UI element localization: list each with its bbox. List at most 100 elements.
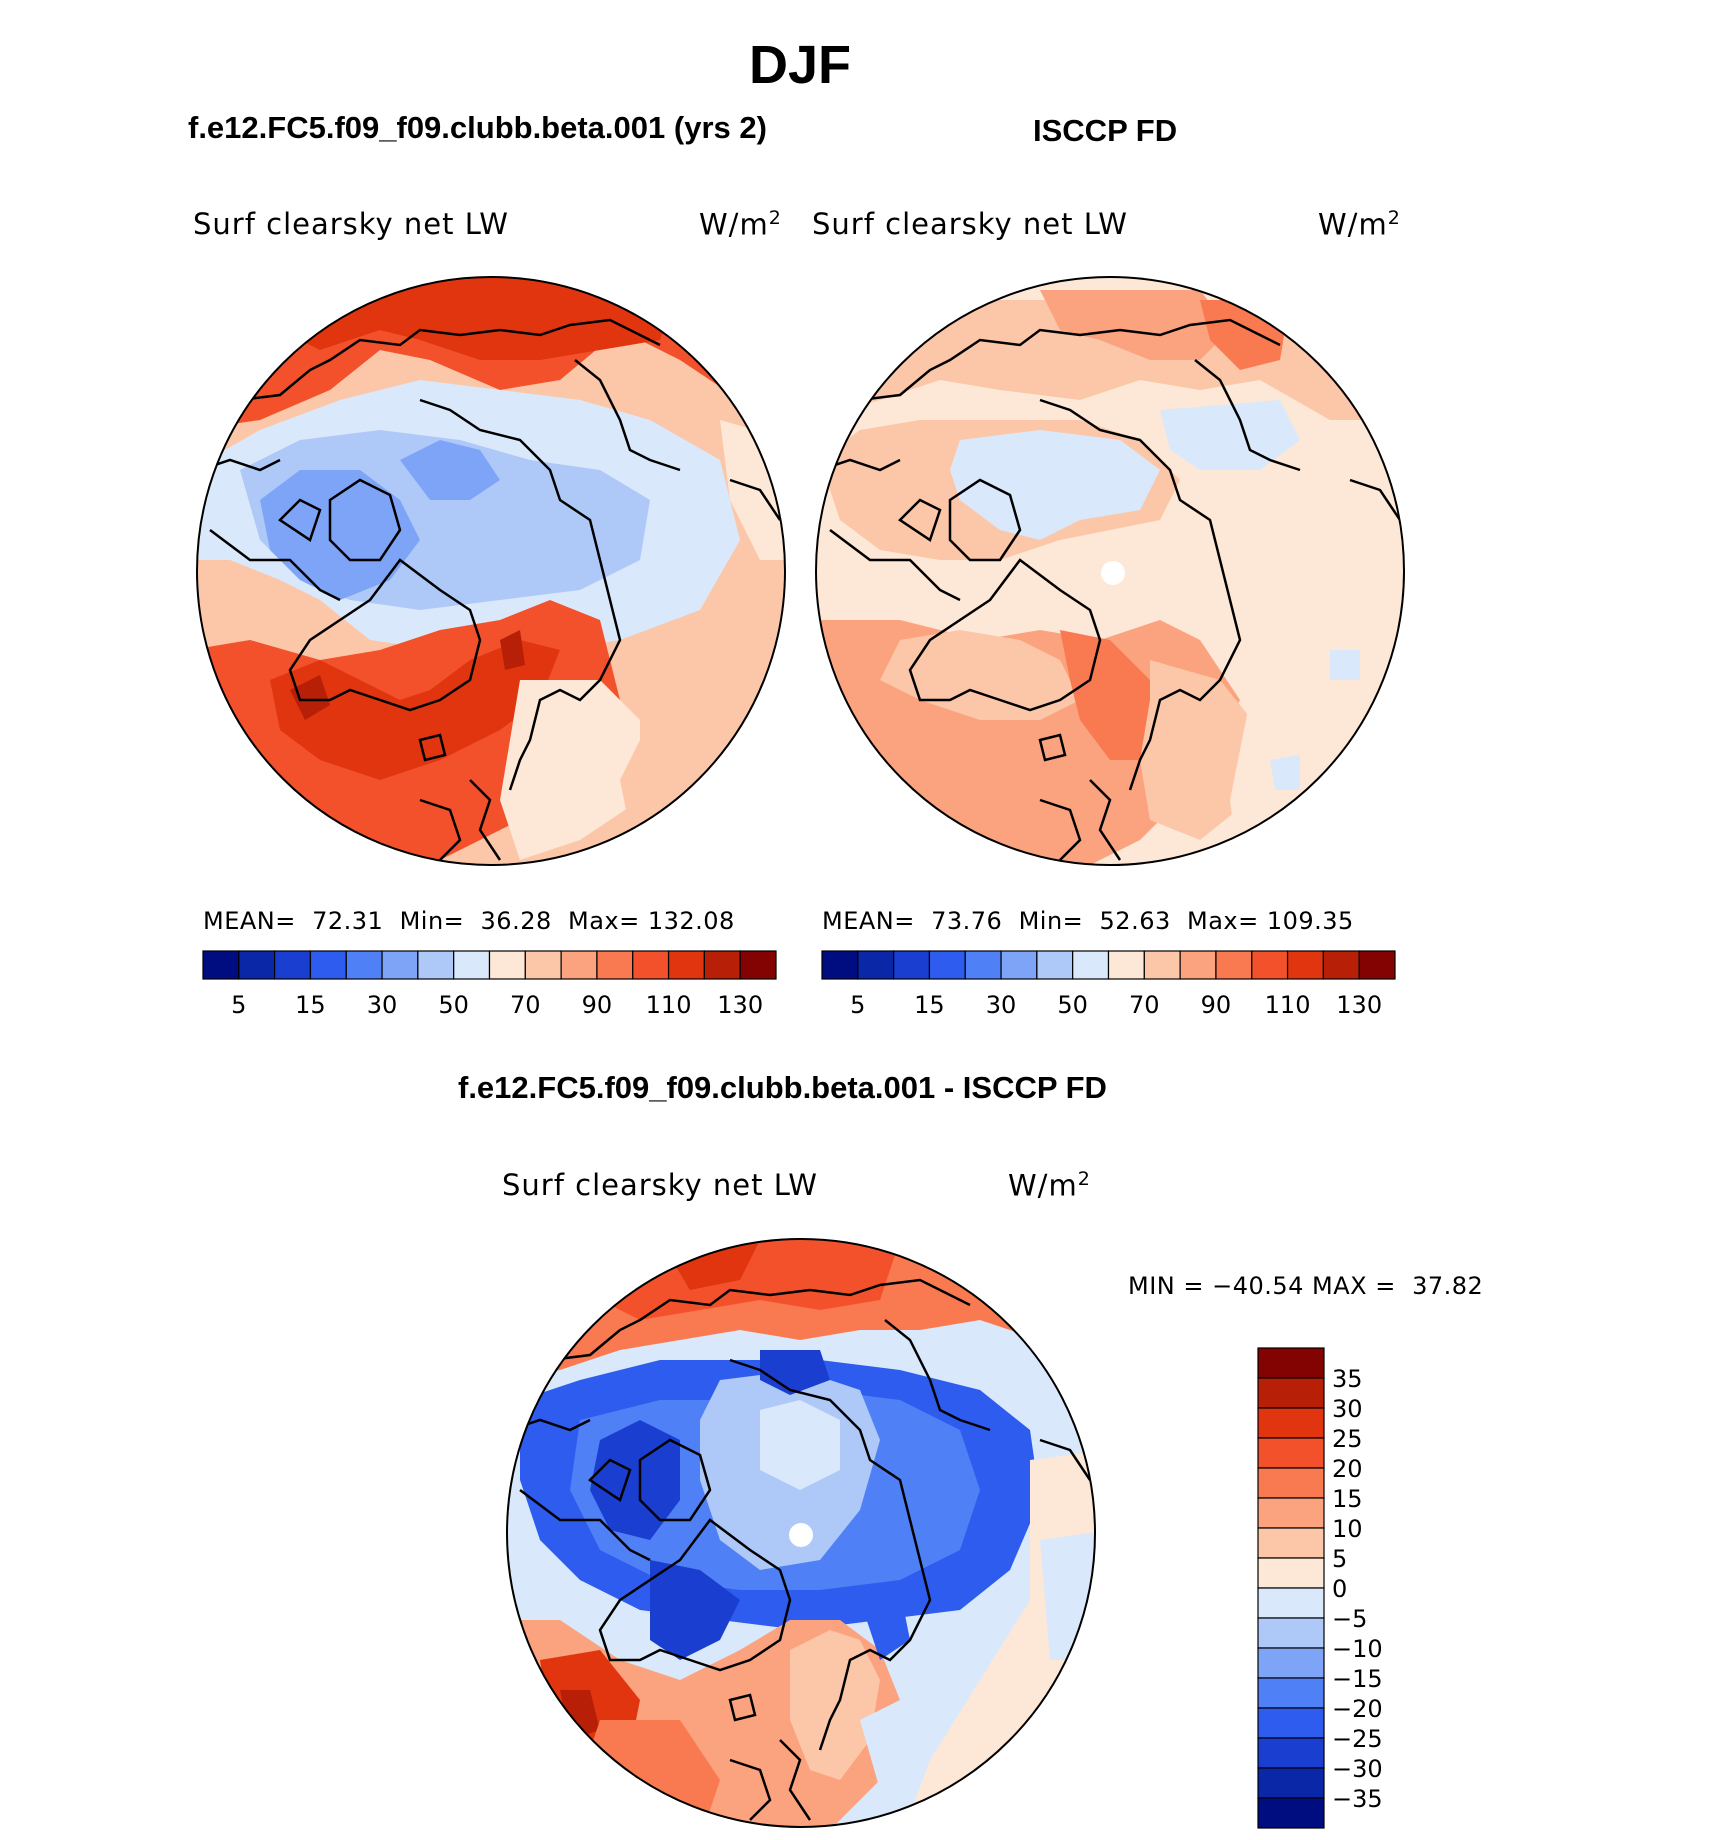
colorbar-swatch [1257,1767,1325,1799]
colorbar-swatch [893,950,931,980]
colorbar-tick-label: 130 [1336,991,1382,1019]
colorbar-swatch [1072,950,1110,980]
colorbar-tick-label: −25 [1332,1725,1383,1753]
colorbar-tick-label: −10 [1332,1635,1383,1663]
colorbar-swatch [1000,950,1038,980]
colorbar-swatch [1251,950,1289,980]
colorbar-swatch [1257,1437,1325,1469]
colorbar-swatch [928,950,966,980]
colorbar-swatch [667,950,705,980]
colorbar-tick-label: 20 [1332,1455,1363,1483]
diff-map-border [506,1238,1096,1828]
diff-stats: MIN = −40.54 MAX = 37.82 [1128,1272,1484,1300]
colorbar-tick-label: 70 [510,991,541,1019]
colorbar-swatch [560,950,598,980]
colorbar-tick-label: −30 [1332,1755,1383,1783]
colorbar-swatch [964,950,1002,980]
colorbar-swatch [1257,1737,1325,1769]
colorbar-tick-label: −15 [1332,1665,1383,1693]
obs-map-border [815,276,1405,866]
obs-units-label: W/m2 [1318,207,1401,242]
colorbar-swatch [274,950,312,980]
model-stats: MEAN= 72.31 Min= 36.28 Max= 132.08 [203,907,735,935]
obs-variable-label: Surf clearsky net LW [812,207,1128,241]
colorbar-tick-label: 50 [438,991,469,1019]
colorbar-swatch [703,950,741,980]
colorbar-swatch [1257,1557,1325,1589]
colorbar-tick-label: 5 [850,991,865,1019]
colorbar-swatch [345,950,383,980]
colorbar-tick-label: 30 [367,991,398,1019]
colorbar-swatch [1257,1677,1325,1709]
colorbar-tick-label: 90 [1201,991,1232,1019]
colorbar-swatch [1257,1407,1325,1439]
colorbar-tick-label: 15 [914,991,945,1019]
colorbar-tick-label: 110 [646,991,692,1019]
diff-units-label: W/m2 [1008,1168,1091,1203]
season-title: DJF [748,35,851,95]
colorbar-tick-label: 0 [1332,1575,1347,1603]
colorbar-tick-label: −5 [1332,1605,1367,1633]
colorbar-swatch [309,950,347,980]
colorbar-swatch [1257,1347,1325,1379]
diff-variable-label: Surf clearsky net LW [502,1168,818,1202]
colorbar-swatch [1257,1587,1325,1619]
colorbar-swatch [1036,950,1074,980]
colorbar-tick-label: −35 [1332,1785,1383,1813]
colorbar-tick-label: 70 [1129,991,1160,1019]
colorbar-tick-label: 130 [717,991,763,1019]
colorbar-swatch [524,950,562,980]
colorbar-swatch [1257,1377,1325,1409]
colorbar-swatch [821,950,859,980]
colorbar-swatch [238,950,276,980]
colorbar-swatch [1215,950,1253,980]
colorbar-tick-label: 15 [1332,1485,1363,1513]
colorbar-tick-label: 10 [1332,1515,1363,1543]
colorbar-swatch [1322,950,1360,980]
colorbar-swatch [417,950,455,980]
colorbar-swatch [1257,1797,1325,1829]
colorbar-swatch [739,950,777,980]
colorbar-tick-label: 30 [986,991,1017,1019]
colorbar-tick-label: 35 [1332,1365,1363,1393]
colorbar-tick-label: −20 [1332,1695,1383,1723]
colorbar-swatch [1257,1617,1325,1649]
obs-map [816,277,1404,865]
colorbar-swatch [1257,1467,1325,1499]
colorbar-swatch [596,950,634,980]
colorbar-swatch [1179,950,1217,980]
colorbar-tick-label: 110 [1265,991,1311,1019]
obs-stats: MEAN= 73.76 Min= 52.63 Max= 109.35 [822,907,1354,935]
colorbar-tick-label: 90 [582,991,613,1019]
colorbar-tick-label: 5 [1332,1545,1347,1573]
colorbar-swatch [857,950,895,980]
colorbar-swatch [1107,950,1145,980]
colorbar-swatch [632,950,670,980]
colorbar-swatch [1257,1647,1325,1679]
model-case-title: f.e12.FC5.f09_f09.clubb.beta.001 (yrs 2) [188,110,767,145]
colorbar-swatch [453,950,491,980]
diff-title: f.e12.FC5.f09_f09.clubb.beta.001 - ISCCP… [458,1070,1107,1105]
colorbar-tick-label: 25 [1332,1425,1363,1453]
model-map [197,277,785,865]
model-map-border [196,276,786,866]
colorbar-tick-label: 50 [1057,991,1088,1019]
obs-colorbar: 5 15 30 50 70 90 110 130 [821,950,1396,1019]
colorbar-swatch [381,950,419,980]
colorbar-swatch [1358,950,1396,980]
colorbar-tick-label: 5 [231,991,246,1019]
obs-title: ISCCP FD [1033,113,1178,148]
colorbar-swatch [1257,1497,1325,1529]
colorbar-swatch [1257,1527,1325,1559]
colorbar-swatch [488,950,526,980]
colorbar-swatch [202,950,240,980]
model-units-label: W/m2 [699,207,782,242]
model-colorbar: 5 15 30 50 70 90 110 130 [202,950,777,1019]
colorbar-tick-label: 30 [1332,1395,1363,1423]
colorbar-swatch [1143,950,1181,980]
colorbar-swatch [1286,950,1324,980]
model-variable-label: Surf clearsky net LW [193,207,509,241]
colorbar-tick-label: 15 [295,991,326,1019]
